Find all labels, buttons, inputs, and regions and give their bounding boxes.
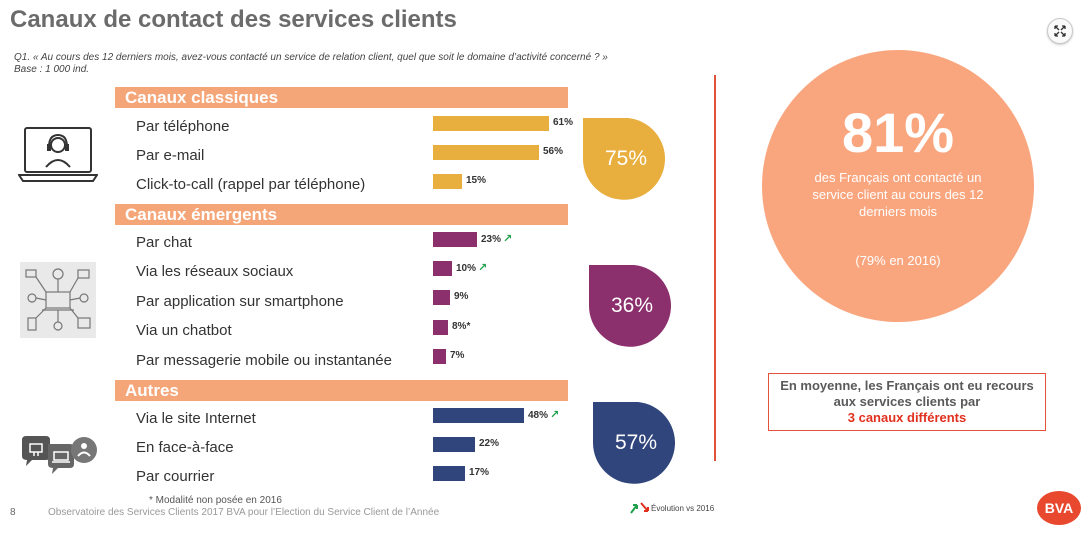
- expand-button[interactable]: [1047, 18, 1073, 44]
- bar: [433, 290, 450, 305]
- question-text: Q1. « Au cours des 12 derniers mois, ave…: [14, 52, 608, 76]
- base-line: Base : 1 000 ind.: [14, 64, 90, 75]
- question-line: Q1. « Au cours des 12 derniers mois, ave…: [14, 52, 608, 63]
- bar: [433, 408, 524, 423]
- bar-value-text: 9%: [454, 291, 469, 302]
- average-text: En moyenne, les Français ont eu recours …: [780, 378, 1034, 409]
- row-label: Par application sur smartphone: [136, 293, 344, 310]
- total-pct-emergents: 36%: [610, 294, 654, 317]
- evolution-legend: Évolution vs 2016: [629, 502, 714, 514]
- bar: [433, 174, 462, 189]
- laptop-headset-icon: [18, 127, 98, 182]
- bar-value-label: 22%: [479, 438, 499, 450]
- arrow-up-green-icon: ↗: [550, 409, 560, 421]
- average-highlight: 3 canaux différents: [847, 410, 967, 425]
- network-devices-icon: [20, 262, 96, 338]
- bar-value-label: 10% ↗: [456, 262, 487, 275]
- footnote: * Modalité non posée en 2016: [149, 495, 282, 506]
- arrow-up-green-icon: ↗: [478, 262, 488, 274]
- row-label: Par téléphone: [136, 118, 230, 135]
- summary-description: des Français ont contacté un service cli…: [812, 170, 984, 219]
- evolution-arrows-icon: [630, 502, 649, 514]
- bar-value-text: 61%: [553, 117, 574, 128]
- bar-value-label: 23% ↗: [481, 233, 512, 246]
- average-channels-box: En moyenne, les Français ont eu recours …: [768, 373, 1046, 431]
- total-blob-autres: [593, 402, 675, 484]
- total-pct-autres: 57%: [614, 431, 658, 454]
- row-label: Par messagerie mobile ou instantanée: [136, 352, 392, 369]
- footer-source: Observatoire des Services Clients 2017 B…: [48, 507, 440, 518]
- row-label: Via les réseaux sociaux: [136, 263, 294, 280]
- row-label: Via le site Internet: [136, 410, 256, 427]
- bar: [433, 232, 477, 247]
- bar-value-text: 23%: [481, 234, 502, 245]
- total-blob-classiques: [583, 118, 665, 200]
- row-label: Par e-mail: [136, 147, 205, 164]
- bar-value-text: 7%: [450, 350, 465, 361]
- section-header-autres: Autres: [115, 380, 568, 401]
- bar: [433, 261, 452, 276]
- bar-value-label: 8%*: [452, 321, 470, 333]
- bar-value-text: 48%: [528, 410, 549, 421]
- bar-value-label: 17%: [469, 467, 489, 479]
- bar-value-text: 56%: [543, 146, 564, 157]
- arrow-up-green-icon: ↗: [503, 233, 513, 245]
- bar-value-text: 17%: [469, 467, 490, 478]
- bar-value-label: 61%: [553, 117, 573, 129]
- bar-value-label: 9%: [454, 291, 468, 303]
- bar-value-text: 15%: [466, 175, 487, 186]
- bar: [433, 116, 549, 131]
- bar-value-label: 15%: [466, 175, 486, 187]
- page-title: Canaux de contact des services clients: [10, 6, 457, 33]
- total-blob-emergents: [589, 265, 671, 347]
- bar-value-label: 48% ↗: [528, 409, 559, 422]
- row-label: Click-to-call (rappel par téléphone): [136, 176, 366, 193]
- bar-value-label: 7%: [450, 350, 464, 362]
- bva-logo: BVA: [1037, 491, 1081, 525]
- bar: [433, 320, 448, 335]
- row-label: En face-à-face: [136, 439, 234, 456]
- bar-value-text: 22%: [479, 438, 500, 449]
- bar: [433, 349, 446, 364]
- row-label: Par courrier: [136, 468, 215, 485]
- summary-circle: [762, 50, 1034, 322]
- section-header-classiques: Canaux classiques: [115, 87, 568, 108]
- divider: [714, 75, 716, 461]
- row-label: Par chat: [136, 234, 192, 251]
- logo-text: BVA: [1045, 500, 1074, 516]
- page-number: 8: [10, 507, 16, 518]
- bar: [433, 437, 475, 452]
- legend-label: Évolution vs 2016: [651, 503, 715, 513]
- total-pct-classiques: 75%: [604, 147, 648, 170]
- row-label: Via un chatbot: [136, 322, 232, 339]
- section-header-emergents: Canaux émergents: [115, 204, 568, 225]
- bar: [433, 466, 465, 481]
- bar: [433, 145, 539, 160]
- bar-value-label: 56%: [543, 146, 563, 158]
- people-bubbles-icon: [22, 436, 97, 474]
- expand-icon: [1054, 25, 1066, 37]
- summary-previous-year: (79% en 2016): [855, 253, 941, 268]
- summary-percentage: 81%: [841, 101, 955, 164]
- bar-value-text: 8%*: [452, 321, 471, 332]
- bar-value-text: 10%: [456, 263, 477, 274]
